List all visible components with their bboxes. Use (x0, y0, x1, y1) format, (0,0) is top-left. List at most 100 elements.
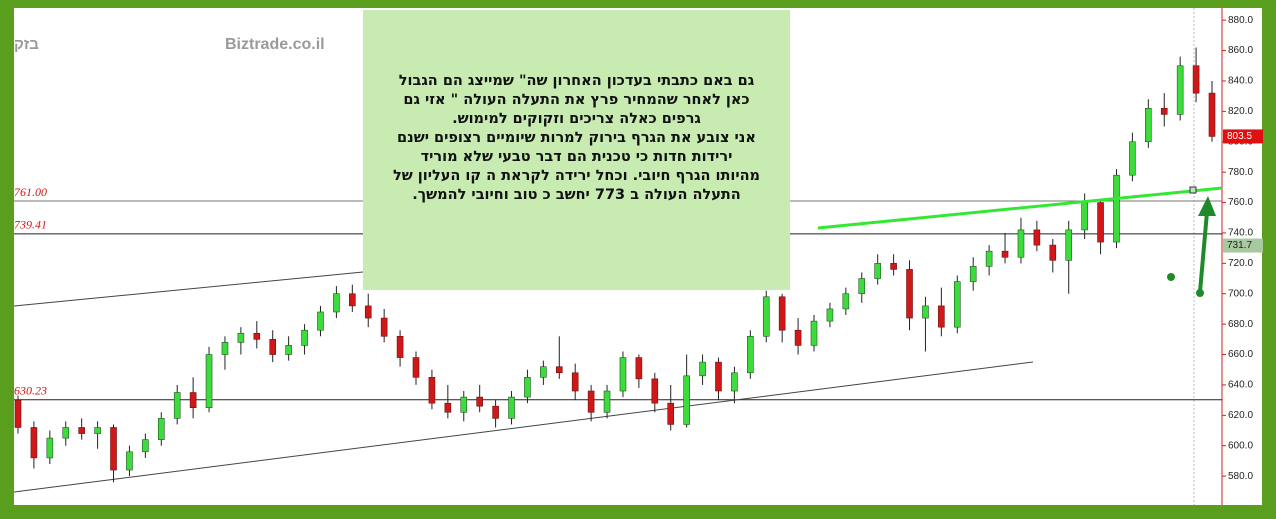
y-tick-label: 640.0 (1228, 380, 1253, 391)
candle-body (555, 366, 563, 374)
candle-body (778, 296, 786, 331)
candle-body (524, 377, 531, 398)
y-tick-label: 740.0 (1228, 228, 1253, 239)
y-tick-label: 760.0 (1228, 197, 1253, 208)
candle-body (922, 305, 929, 319)
y-tick-label: 680.0 (1228, 319, 1253, 330)
candle-body (651, 378, 659, 404)
candle-body (301, 329, 308, 346)
price-label-box (1223, 238, 1263, 253)
candle-body (380, 317, 388, 337)
candle-body (683, 375, 690, 425)
candle-body (810, 320, 818, 346)
note-line: גרפים כאלה צריכים וזקוקים למימוש. (452, 111, 701, 127)
candle-body (173, 392, 181, 419)
candle-body (858, 278, 866, 295)
candle-body (62, 427, 70, 439)
candle-body (938, 305, 945, 328)
watermark: בזק (14, 36, 39, 53)
candle-body (842, 293, 850, 310)
lower-channel-line (13, 361, 1034, 493)
candle-body (587, 390, 595, 413)
note-line: מהיותו הגרף חיובי. וכחל ירידה לקראת ה קו… (392, 168, 761, 184)
candle-body (1129, 141, 1136, 176)
y-tick-label: 660.0 (1228, 349, 1253, 360)
candle-body (969, 266, 977, 282)
candle-body (1192, 65, 1200, 94)
candle-body (237, 332, 245, 343)
candle-body (1113, 174, 1120, 243)
marker-square (1189, 186, 1197, 194)
candle-body (1001, 250, 1009, 258)
candle-body (189, 392, 197, 409)
candle-body (349, 293, 356, 307)
candle-body (126, 451, 133, 471)
candle-body (78, 427, 85, 434)
candle-body (619, 357, 627, 392)
candle-body (1081, 202, 1088, 231)
candle-body (794, 329, 802, 346)
candle-body (985, 250, 993, 267)
level-label: 630.23 (14, 384, 47, 398)
y-tick-label: 820.0 (1228, 106, 1253, 117)
candle-body (508, 396, 515, 419)
candle-body (253, 332, 261, 340)
candle-body (1049, 244, 1057, 261)
candle-body (953, 281, 961, 328)
arrow-head (1198, 196, 1216, 216)
candle-body (444, 402, 452, 413)
price-label: 731.7 (1227, 240, 1252, 251)
candle-body (1160, 108, 1168, 115)
candle-body (221, 342, 229, 355)
candle-body (762, 296, 770, 337)
marker-dot (1167, 273, 1175, 281)
y-tick-label: 780.0 (1228, 167, 1253, 178)
annotation-box: גם באם כתבתי בעדכון האחרון שה" שמייצג הם… (363, 10, 790, 290)
candle-body (1097, 202, 1104, 243)
candle-body (906, 269, 913, 319)
green-trend-line (817, 186, 1223, 230)
y-tick-label: 840.0 (1228, 76, 1253, 87)
level-label: 739.41 (14, 218, 47, 232)
y-tick-label: 860.0 (1228, 45, 1253, 56)
candle-body (46, 437, 54, 459)
candle-body (747, 335, 754, 374)
candle-body (1033, 229, 1041, 246)
candle-body (285, 345, 292, 355)
candle-body (94, 427, 101, 434)
y-tick-label: 620.0 (1228, 410, 1253, 421)
y-tick-label: 580.0 (1228, 471, 1253, 482)
candle-body (540, 366, 547, 378)
candle-body (396, 335, 404, 358)
candle-body (890, 263, 897, 270)
candle-body (1017, 229, 1025, 258)
candle-body (110, 427, 117, 471)
candle-body (476, 396, 483, 407)
note-line: ירידות חדות כי טכנית הם דבר טבעי שלא מור… (420, 149, 733, 165)
candle-body (412, 357, 420, 378)
candle-body (667, 402, 675, 425)
candle-body (317, 311, 324, 331)
candle-body (1176, 65, 1184, 115)
candle-body (142, 439, 149, 453)
price-label: 803.5 (1227, 131, 1252, 142)
candle-body (460, 396, 468, 413)
candle-body (571, 372, 579, 392)
upper-channel-line (13, 271, 364, 307)
source-watermark: Biztrade.co.il (225, 36, 325, 53)
candle-body (492, 405, 499, 419)
candle-body (157, 418, 165, 440)
note-line: גם באם כתבתי בעדכון האחרון שה" שמייצג הם… (398, 73, 755, 89)
arrow-shaft (1198, 211, 1209, 293)
candle-body (874, 263, 881, 279)
candle-body (731, 372, 738, 392)
candle-body (364, 305, 372, 319)
candle-body (603, 390, 611, 413)
candle-body (333, 293, 340, 313)
candle-body (699, 361, 706, 377)
y-tick-label: 600.0 (1228, 440, 1253, 451)
y-tick-label: 720.0 (1228, 258, 1253, 269)
note-line: התעלה העולה ב 773 יחשב כ טוב וחיובי להמש… (412, 187, 741, 203)
note-line: כאן לאחר שהמחיר פרץ את התעלה העולה " אזי… (403, 92, 750, 108)
candle-body (269, 339, 277, 355)
